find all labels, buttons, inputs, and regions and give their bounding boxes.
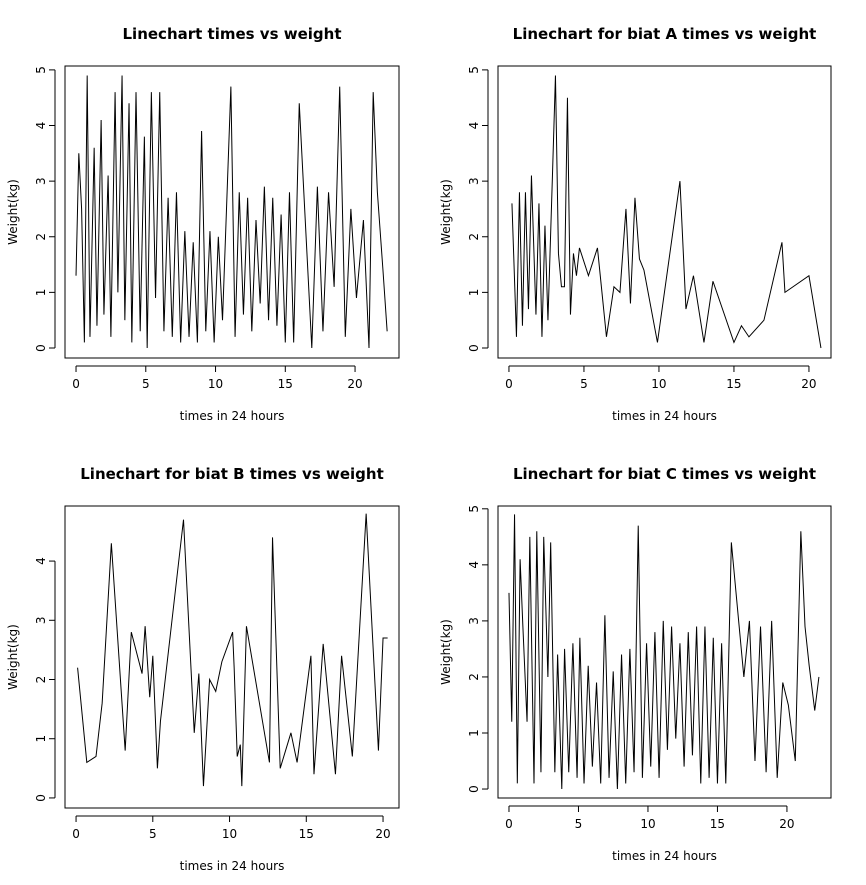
x-tick-label: 5 <box>575 817 583 831</box>
x-tick-label: 5 <box>580 377 588 391</box>
y-tick-label: 1 <box>467 729 481 737</box>
x-axis-label: times in 24 hours <box>612 409 717 423</box>
x-tick-label: 20 <box>347 377 362 391</box>
plot-box <box>64 65 400 359</box>
y-tick-label: 5 <box>467 66 481 74</box>
y-tick-label: 2 <box>34 233 48 241</box>
data-line <box>508 514 820 790</box>
x-tick-label: 10 <box>640 817 655 831</box>
y-axis-label: Weight(kg) <box>439 179 453 245</box>
y-tick-label: 2 <box>34 676 48 684</box>
y-tick-label: 5 <box>467 505 481 513</box>
x-tick-label: 20 <box>779 817 794 831</box>
y-tick-label: 3 <box>34 177 48 185</box>
y-tick-label: 0 <box>34 344 48 352</box>
x-tick-label: 0 <box>72 377 80 391</box>
y-tick-label: 4 <box>467 122 481 130</box>
plot-box <box>497 505 832 799</box>
x-tick-label: 10 <box>208 377 223 391</box>
y-tick-label: 3 <box>467 617 481 625</box>
chart-title: Linechart times vs weight <box>123 25 342 43</box>
y-tick-label: 1 <box>467 289 481 297</box>
y-axis-label: Weight(kg) <box>6 624 20 690</box>
chart-title: Linechart for biat B times vs weight <box>80 465 384 483</box>
y-tick-label: 1 <box>34 289 48 297</box>
chart-title: Linechart for biat C times vs weight <box>513 465 816 483</box>
x-tick-label: 20 <box>801 377 816 391</box>
x-axis-label: times in 24 hours <box>612 849 717 863</box>
x-tick-label: 15 <box>710 817 725 831</box>
y-tick-label: 1 <box>34 735 48 743</box>
x-tick-label: 5 <box>142 377 150 391</box>
y-tick-label: 0 <box>34 794 48 802</box>
y-tick-label: 2 <box>467 673 481 681</box>
x-tick-label: 0 <box>505 817 513 831</box>
x-tick-label: 15 <box>278 377 293 391</box>
y-tick-label: 4 <box>34 557 48 565</box>
x-tick-label: 0 <box>505 377 513 391</box>
plot-box <box>497 65 832 359</box>
y-tick-label: 4 <box>467 561 481 569</box>
x-tick-label: 0 <box>72 827 80 841</box>
x-tick-label: 15 <box>726 377 741 391</box>
y-axis-label: Weight(kg) <box>439 619 453 685</box>
x-axis-label: times in 24 hours <box>180 409 285 423</box>
y-tick-label: 4 <box>34 122 48 130</box>
data-line <box>77 513 388 787</box>
x-tick-label: 10 <box>651 377 666 391</box>
data-line <box>75 75 388 349</box>
x-tick-label: 15 <box>299 827 314 841</box>
y-tick-label: 0 <box>467 785 481 793</box>
y-tick-label: 3 <box>34 616 48 624</box>
y-tick-label: 5 <box>34 66 48 74</box>
x-axis-label: times in 24 hours <box>180 859 285 873</box>
y-axis-label: Weight(kg) <box>6 179 20 245</box>
x-tick-label: 20 <box>375 827 390 841</box>
chart-title: Linechart for biat A times vs weight <box>513 25 817 43</box>
y-tick-label: 2 <box>467 233 481 241</box>
plot-box <box>64 505 400 809</box>
x-tick-label: 5 <box>149 827 157 841</box>
y-tick-label: 3 <box>467 177 481 185</box>
y-tick-label: 0 <box>467 344 481 352</box>
x-tick-label: 10 <box>222 827 237 841</box>
data-line <box>511 75 822 349</box>
